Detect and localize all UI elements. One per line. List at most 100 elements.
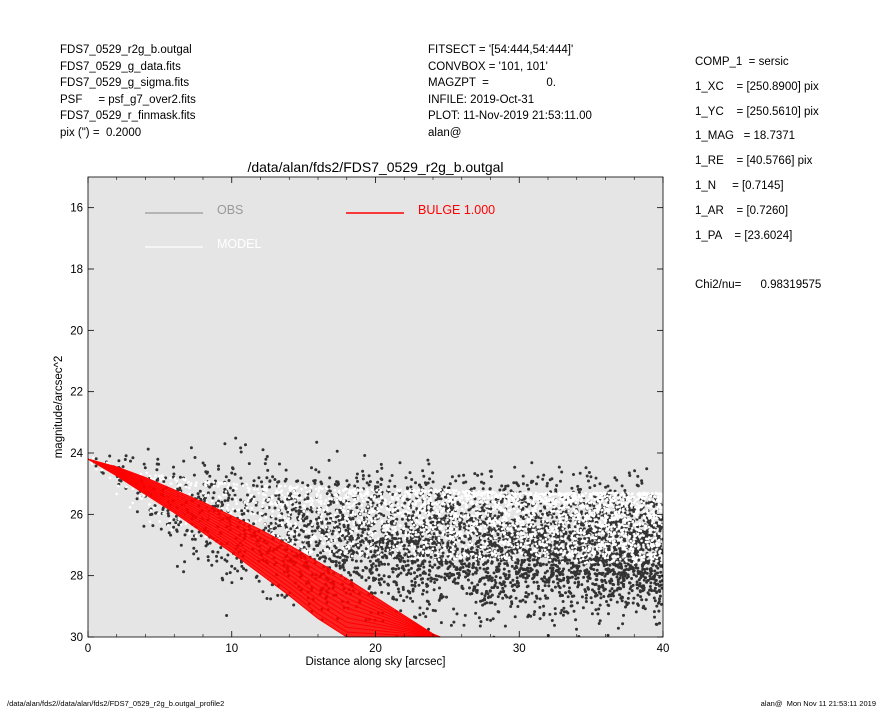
obs-point — [335, 483, 339, 487]
obs-point — [524, 600, 528, 604]
obs-point — [530, 591, 534, 595]
obs-point — [231, 466, 234, 470]
obs-point — [652, 504, 656, 508]
obs-point — [466, 568, 470, 572]
obs-point — [577, 635, 581, 637]
obs-point — [416, 545, 420, 549]
obs-point — [616, 578, 620, 582]
obs-point — [177, 523, 181, 527]
obs-point — [257, 476, 261, 480]
model-point — [366, 488, 369, 491]
model-point — [166, 524, 170, 527]
obs-point — [264, 512, 268, 516]
model-point — [632, 537, 636, 541]
obs-point — [516, 605, 520, 608]
obs-point — [503, 593, 507, 597]
obs-point — [550, 569, 554, 573]
obs-point — [429, 507, 433, 511]
obs-point — [377, 563, 381, 567]
obs-point — [429, 579, 433, 583]
obs-point — [441, 595, 445, 599]
obs-point — [547, 584, 551, 588]
obs-point — [614, 521, 618, 525]
obs-point — [504, 484, 508, 488]
obs-point — [570, 604, 574, 608]
obs-point — [636, 484, 640, 488]
obs-point — [276, 593, 280, 597]
obs-point — [370, 565, 374, 569]
obs-point — [342, 525, 346, 529]
obs-point — [652, 610, 656, 614]
obs-point — [634, 574, 638, 578]
obs-point — [568, 538, 572, 542]
model-point — [556, 532, 560, 535]
obs-point — [509, 581, 513, 585]
obs-point — [463, 613, 467, 617]
model-point — [630, 529, 633, 532]
obs-point — [537, 533, 541, 536]
obs-point — [220, 556, 224, 560]
model-point — [366, 550, 370, 553]
model-point — [404, 533, 408, 537]
model-point — [292, 489, 296, 493]
obs-point — [418, 573, 422, 577]
obs-point — [407, 568, 411, 572]
obs-point — [470, 550, 474, 554]
obs-point — [411, 589, 415, 593]
obs-point — [352, 570, 356, 574]
obs-point — [458, 503, 462, 506]
model-point — [547, 546, 551, 550]
obs-point — [510, 600, 514, 604]
obs-point — [591, 582, 595, 586]
obs-point — [415, 575, 419, 578]
obs-point — [155, 468, 159, 472]
obs-point — [612, 562, 616, 566]
obs-point — [199, 534, 203, 538]
obs-point — [446, 544, 450, 548]
obs-point — [620, 599, 624, 603]
obs-point — [341, 565, 345, 569]
obs-point — [543, 576, 546, 580]
obs-point — [427, 602, 431, 606]
obs-point — [567, 524, 571, 527]
model-point — [523, 535, 527, 538]
obs-point — [608, 558, 612, 562]
obs-point — [446, 534, 450, 538]
model-point — [576, 525, 579, 528]
model-point — [253, 488, 256, 491]
obs-point — [381, 537, 385, 541]
obs-point — [456, 581, 460, 585]
obs-point — [403, 501, 407, 505]
obs-point — [645, 579, 649, 583]
obs-point — [547, 580, 551, 584]
obs-point — [135, 497, 139, 501]
obs-point — [337, 518, 341, 522]
obs-point — [654, 564, 658, 568]
model-point — [446, 552, 450, 556]
obs-point — [493, 602, 497, 606]
model-point — [370, 523, 374, 527]
obs-point — [536, 536, 540, 540]
obs-point — [254, 503, 258, 507]
obs-point — [533, 600, 537, 604]
obs-point — [397, 567, 401, 570]
obs-point — [616, 626, 620, 630]
obs-point — [609, 598, 613, 602]
model-point — [173, 477, 177, 480]
obs-point — [267, 529, 271, 533]
obs-point — [371, 501, 375, 505]
obs-point — [557, 590, 561, 594]
obs-point — [494, 575, 498, 579]
obs-point — [522, 567, 526, 571]
model-point — [108, 476, 112, 480]
obs-point — [179, 520, 183, 524]
obs-point — [455, 612, 459, 616]
obs-point — [566, 575, 569, 579]
obs-point — [326, 512, 330, 516]
obs-point — [485, 618, 489, 621]
obs-point — [280, 593, 284, 597]
obs-point — [283, 595, 287, 599]
obs-point — [329, 516, 333, 520]
obs-point — [310, 466, 313, 470]
